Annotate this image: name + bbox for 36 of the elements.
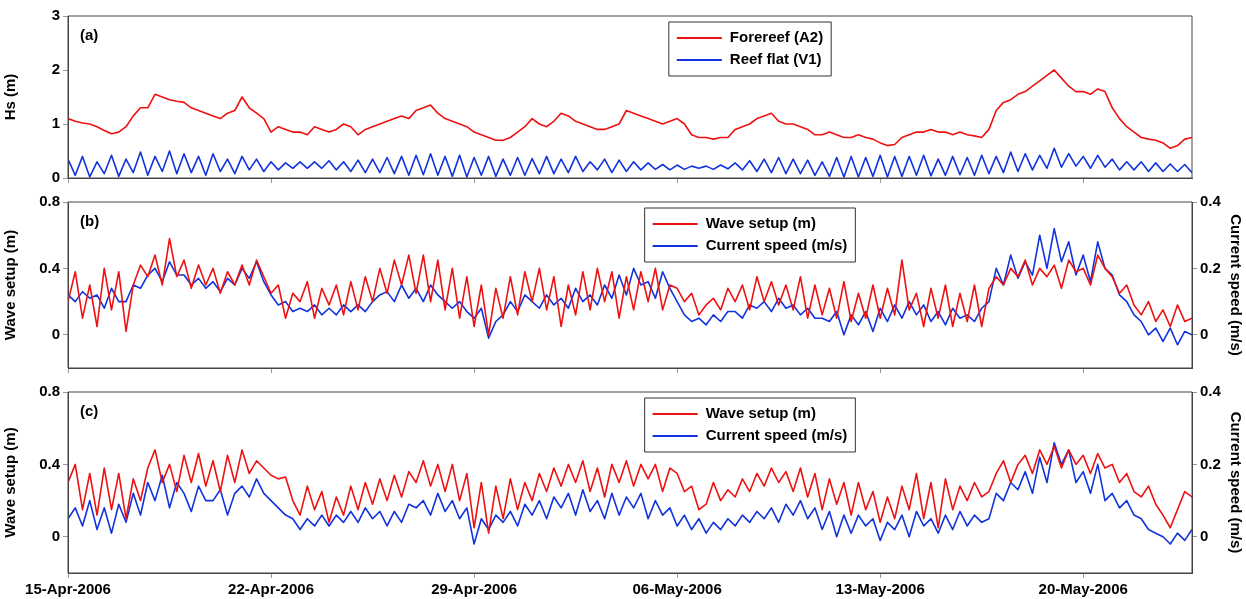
y2-tick-label: 0.2 [1200, 258, 1221, 276]
y-tick-label: 0 [51, 168, 60, 186]
annotation: (b) [80, 211, 100, 229]
y2-tick-label: 0.4 [1200, 192, 1222, 210]
y-tick-label: 1 [51, 114, 60, 132]
x-tick-label: 22-Apr-2006 [228, 580, 314, 598]
y-axis-title: Wave setup (m) [1, 427, 19, 538]
y-tick-label: 0 [51, 324, 60, 342]
y2-axis-title: Current speed (m/s) [1227, 411, 1245, 554]
legend-label: Reef flat (V1) [729, 50, 822, 68]
y-tick-label: 0.4 [39, 258, 61, 276]
y2-tick-label: 0.4 [1200, 382, 1222, 400]
x-tick-label: 13-May-2006 [835, 580, 925, 598]
y-axis-title: Wave setup (m) [1, 229, 19, 341]
annotation: (a) [80, 25, 99, 43]
y-tick-label: 0.8 [39, 192, 60, 210]
legend-label: Wave setup (m) [705, 404, 816, 422]
legend-label: Forereef (A2) [729, 28, 824, 46]
y2-tick-label: 0 [1200, 324, 1209, 342]
y2-tick-label: 0.2 [1200, 454, 1221, 472]
y-tick-label: 0.8 [39, 382, 60, 400]
y-tick-label: 3 [51, 6, 60, 24]
y-axis-title: Hs (m) [1, 73, 19, 121]
y2-tick-label: 0 [1200, 526, 1209, 544]
x-tick-label: 20-May-2006 [1038, 580, 1128, 598]
legend-label: Current speed (m/s) [705, 236, 848, 254]
x-tick-label: 29-Apr-2006 [431, 580, 518, 598]
y-tick-label: 0 [51, 526, 60, 544]
annotation: (c) [80, 401, 99, 419]
legend-label: Wave setup (m) [705, 214, 816, 232]
x-tick-label: 06-May-2006 [632, 580, 722, 598]
y-tick-label: 0.4 [39, 454, 61, 472]
y2-axis-title: Current speed (m/s) [1227, 214, 1245, 356]
x-tick-label: 15-Apr-2006 [25, 580, 111, 598]
legend-label: Current speed (m/s) [705, 426, 848, 444]
y-tick-label: 2 [51, 60, 60, 78]
